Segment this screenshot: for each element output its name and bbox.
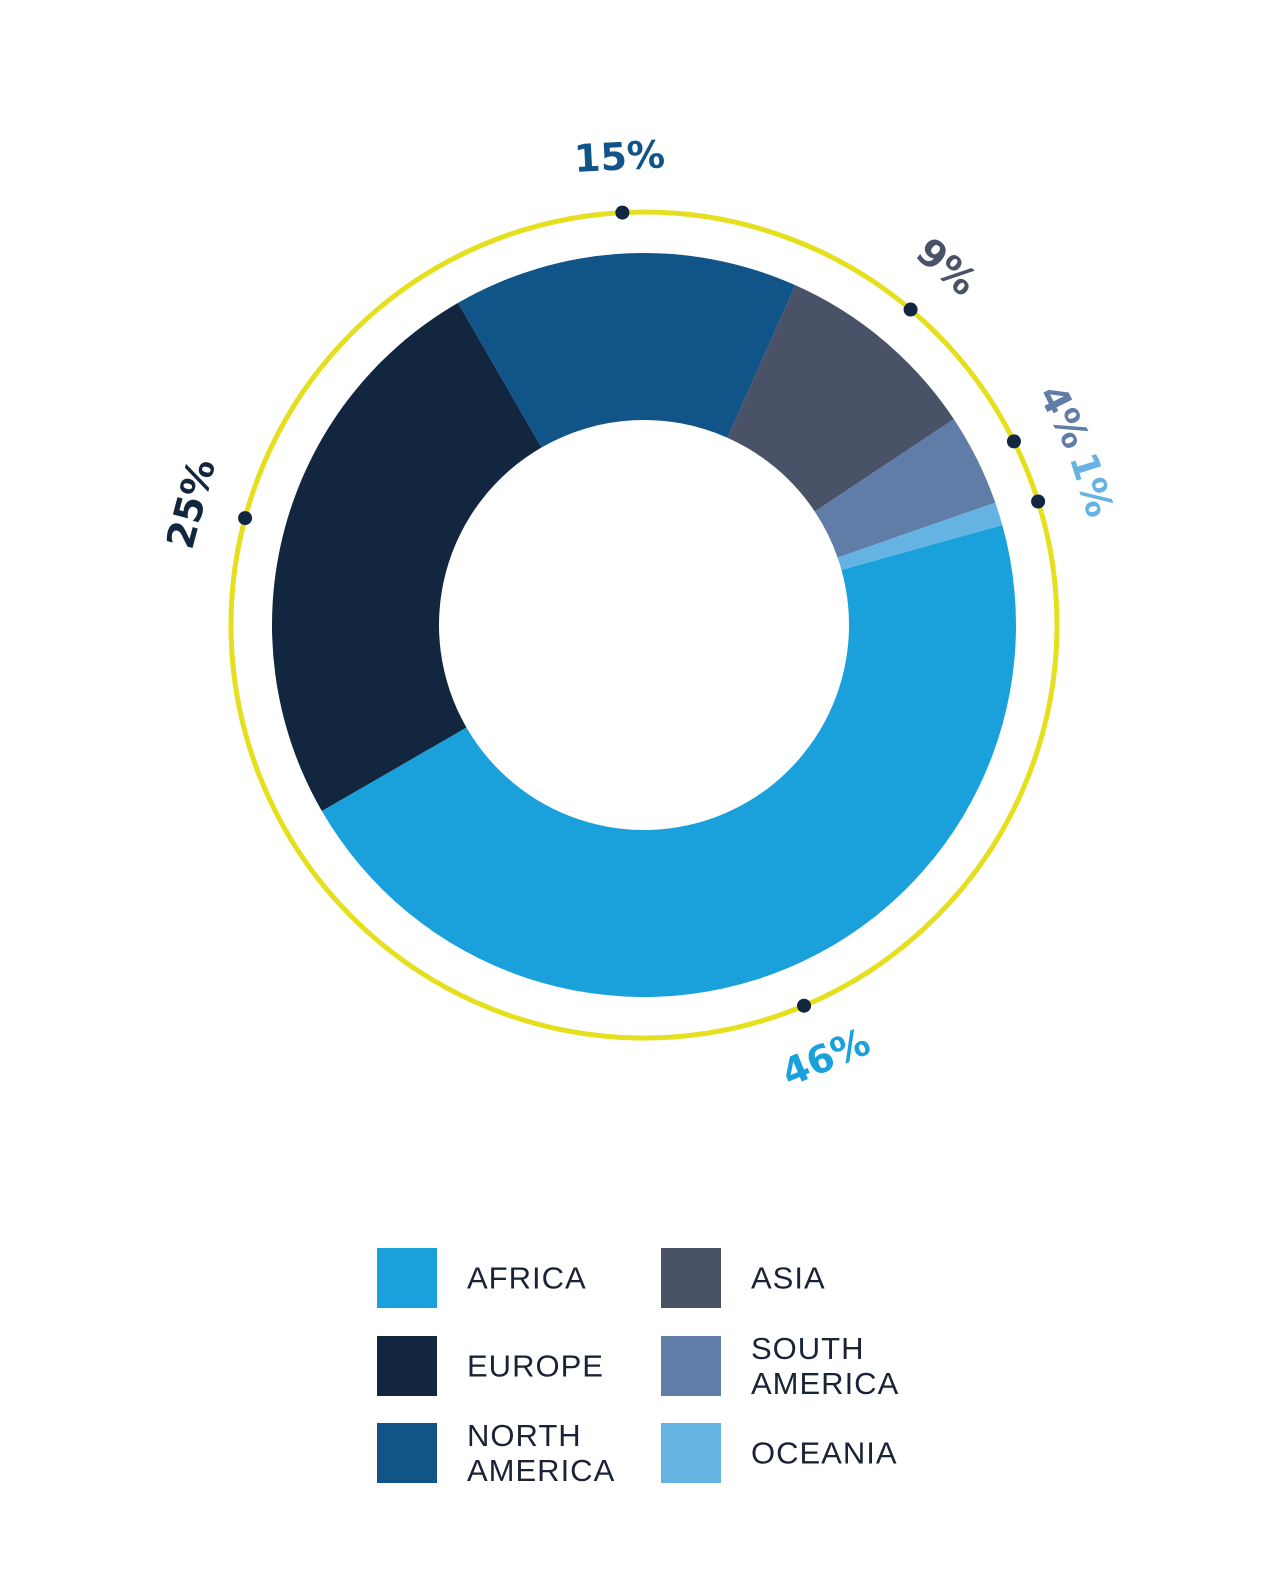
data-label-africa: 46%	[775, 1019, 876, 1095]
legend-label-asia: ASIA	[751, 1261, 826, 1296]
legend-label-europe: EUROPE	[467, 1349, 604, 1384]
slice-oceania	[837, 502, 1003, 570]
marker-oceania	[1031, 494, 1046, 509]
legend-swatch-asia	[661, 1248, 721, 1308]
data-label-south-america: 4%	[1030, 378, 1098, 455]
legend-label-south-america: AMERICA	[751, 1366, 899, 1401]
marker-asia	[903, 302, 918, 317]
slice-africa	[321, 524, 1016, 997]
slice-europe	[272, 302, 542, 811]
data-label-asia: 9%	[908, 229, 986, 304]
legend-swatch-south-america	[661, 1336, 721, 1396]
slice-asia	[727, 285, 954, 512]
slice-south-america	[814, 419, 996, 558]
data-label-oceania: 1%	[1061, 447, 1122, 522]
marker-north-america	[615, 205, 630, 220]
slice-north-america	[458, 253, 796, 448]
outer-ring	[228, 209, 1060, 1041]
data-label-north-america: 15%	[573, 132, 666, 181]
legend-swatch-africa	[377, 1248, 437, 1308]
legend-label-africa: AFRICA	[467, 1261, 587, 1296]
legend-label-north-america: NORTH	[467, 1418, 582, 1453]
marker-europe	[238, 511, 253, 526]
legend-swatch-europe	[377, 1336, 437, 1396]
legend-label-north-america: AMERICA	[467, 1453, 615, 1488]
data-label-europe: 25%	[158, 454, 224, 553]
marker-south-america	[1006, 434, 1021, 449]
legend-label-south-america: SOUTH	[751, 1331, 865, 1366]
legend-swatch-oceania	[661, 1423, 721, 1483]
legend-swatch-north-america	[377, 1423, 437, 1483]
marker-africa	[797, 998, 812, 1013]
legend-label-oceania: OCEANIA	[751, 1436, 898, 1471]
